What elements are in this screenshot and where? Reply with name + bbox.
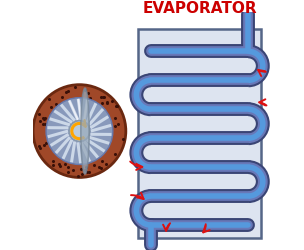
- Circle shape: [46, 98, 113, 164]
- Circle shape: [69, 121, 90, 141]
- Circle shape: [33, 85, 126, 178]
- Ellipse shape: [68, 85, 82, 178]
- Bar: [75, 85, 84, 178]
- Text: EVAPORATOR: EVAPORATOR: [142, 1, 257, 16]
- Bar: [138, 29, 261, 238]
- Ellipse shape: [81, 88, 89, 174]
